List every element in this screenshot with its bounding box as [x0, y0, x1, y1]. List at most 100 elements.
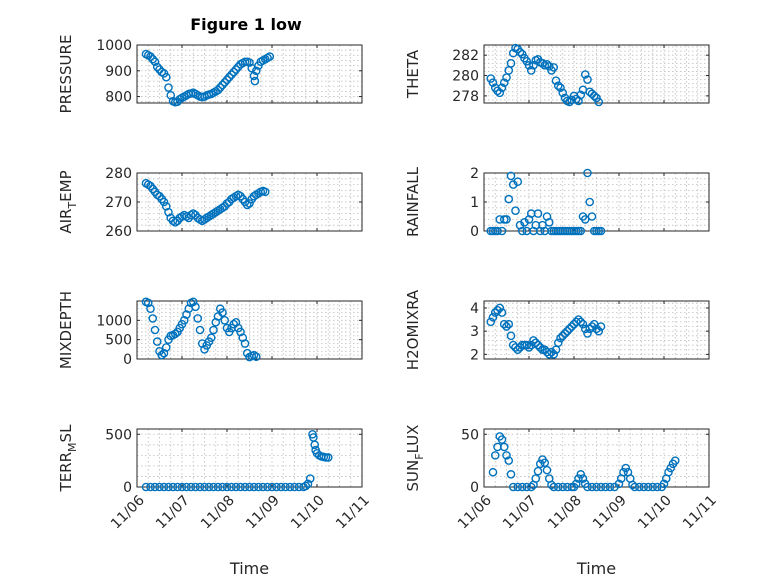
data-point: [576, 90, 586, 100]
data-point: [323, 453, 333, 462]
data-point: [150, 57, 160, 67]
data-point: [159, 482, 169, 492]
data-point: [195, 482, 205, 492]
data-point: [504, 456, 514, 465]
y-tick-label: 500: [105, 333, 132, 349]
data-point: [258, 482, 268, 492]
data-point: [540, 458, 550, 468]
data-point: [222, 482, 232, 492]
data-point: [224, 72, 234, 82]
data-point: [592, 324, 601, 334]
data-point: [152, 62, 162, 72]
data-point: [245, 482, 254, 492]
subplot-mixdepth: 0 500 1000 MIXDEPTH: [57, 291, 363, 369]
y-axis-label: PRESSURE: [57, 35, 75, 114]
x-tick-label: 11/10: [635, 493, 675, 533]
data-point: [506, 171, 516, 181]
data-point: [218, 308, 227, 317]
data-point: [209, 325, 218, 335]
data-point: [596, 322, 606, 331]
data-point: [634, 482, 644, 492]
data-point: [245, 199, 254, 208]
data-point: [531, 338, 541, 348]
data-point: [544, 217, 554, 227]
data-point: [578, 319, 588, 329]
data-point: [648, 482, 658, 492]
y-tick-label: 260: [105, 224, 132, 240]
data-point: [583, 329, 592, 338]
y-axis-label: THETA: [404, 49, 422, 99]
subplot-theta: 278 280 282 THETA: [404, 43, 710, 107]
data-point: [173, 482, 182, 492]
data-point: [544, 350, 554, 359]
data-point: [488, 78, 498, 87]
data-point: [245, 58, 254, 67]
data-point: [161, 72, 171, 82]
y-tick-label: 280: [452, 69, 479, 85]
subplot-h2omixra: 2 3 4 H2OMIXRA: [404, 289, 710, 370]
y-tick-label: 2: [470, 166, 479, 182]
data-point: [215, 83, 225, 92]
data-point: [580, 70, 590, 79]
data-point: [499, 319, 509, 329]
data-point: [497, 226, 507, 236]
data-point: [533, 209, 543, 218]
data-point: [251, 66, 261, 76]
data-point: [565, 97, 574, 107]
x-tick-label: 11/08: [545, 493, 585, 533]
data-point: [556, 83, 565, 93]
data-point: [493, 305, 502, 315]
x-tick-label: 11/07: [500, 493, 540, 533]
data-point: [150, 482, 160, 492]
data-point: [585, 197, 595, 207]
data-point: [213, 482, 223, 492]
data-point: [497, 83, 507, 93]
data-point: [560, 329, 570, 338]
data-point: [526, 482, 536, 492]
data-point: [533, 466, 543, 476]
data-point: [652, 482, 662, 492]
x-tick-label: 11/09: [590, 493, 630, 533]
data-point: [594, 326, 604, 336]
axes-box: [483, 300, 710, 360]
data-point: [263, 482, 272, 492]
y-axis-label: SUNFLUX: [404, 425, 426, 492]
data-point: [524, 61, 534, 70]
data-point: [517, 226, 527, 236]
data-point: [565, 324, 574, 334]
data-point: [267, 482, 277, 492]
data-point: [249, 482, 259, 492]
axes-box: [136, 428, 363, 488]
y-tick-label: 0: [123, 352, 132, 368]
y-tick-label: 4: [470, 301, 479, 317]
y-tick-label: 3: [470, 324, 479, 340]
data-point: [218, 80, 227, 90]
data-point: [553, 338, 563, 348]
x-axis-label: Time: [576, 559, 616, 578]
data-point: [161, 343, 171, 352]
data-point: [535, 343, 545, 352]
data-point: [506, 59, 516, 68]
data-point: [578, 474, 588, 483]
data-point: [504, 194, 514, 204]
data-point: [191, 302, 200, 312]
data-point: [621, 463, 631, 473]
data-point: [206, 333, 216, 343]
subplot-air-temp: 260 270 280 AIRTEMP: [57, 166, 363, 240]
y-tick-label: 0: [470, 224, 479, 240]
y-tick-label: 1: [470, 195, 479, 211]
data-point: [506, 470, 516, 479]
data-point: [502, 451, 511, 460]
data-point: [504, 319, 514, 329]
data-point: [556, 333, 565, 343]
data-point: [511, 206, 520, 215]
data-point: [614, 479, 624, 489]
y-axis-label: RAINFALL: [404, 166, 422, 237]
data-point: [502, 322, 511, 331]
data-point: [488, 312, 498, 322]
data-point: [535, 459, 545, 469]
data-point: [592, 482, 601, 492]
data-point: [281, 482, 290, 492]
data-point: [499, 442, 509, 452]
data-point: [146, 52, 155, 61]
